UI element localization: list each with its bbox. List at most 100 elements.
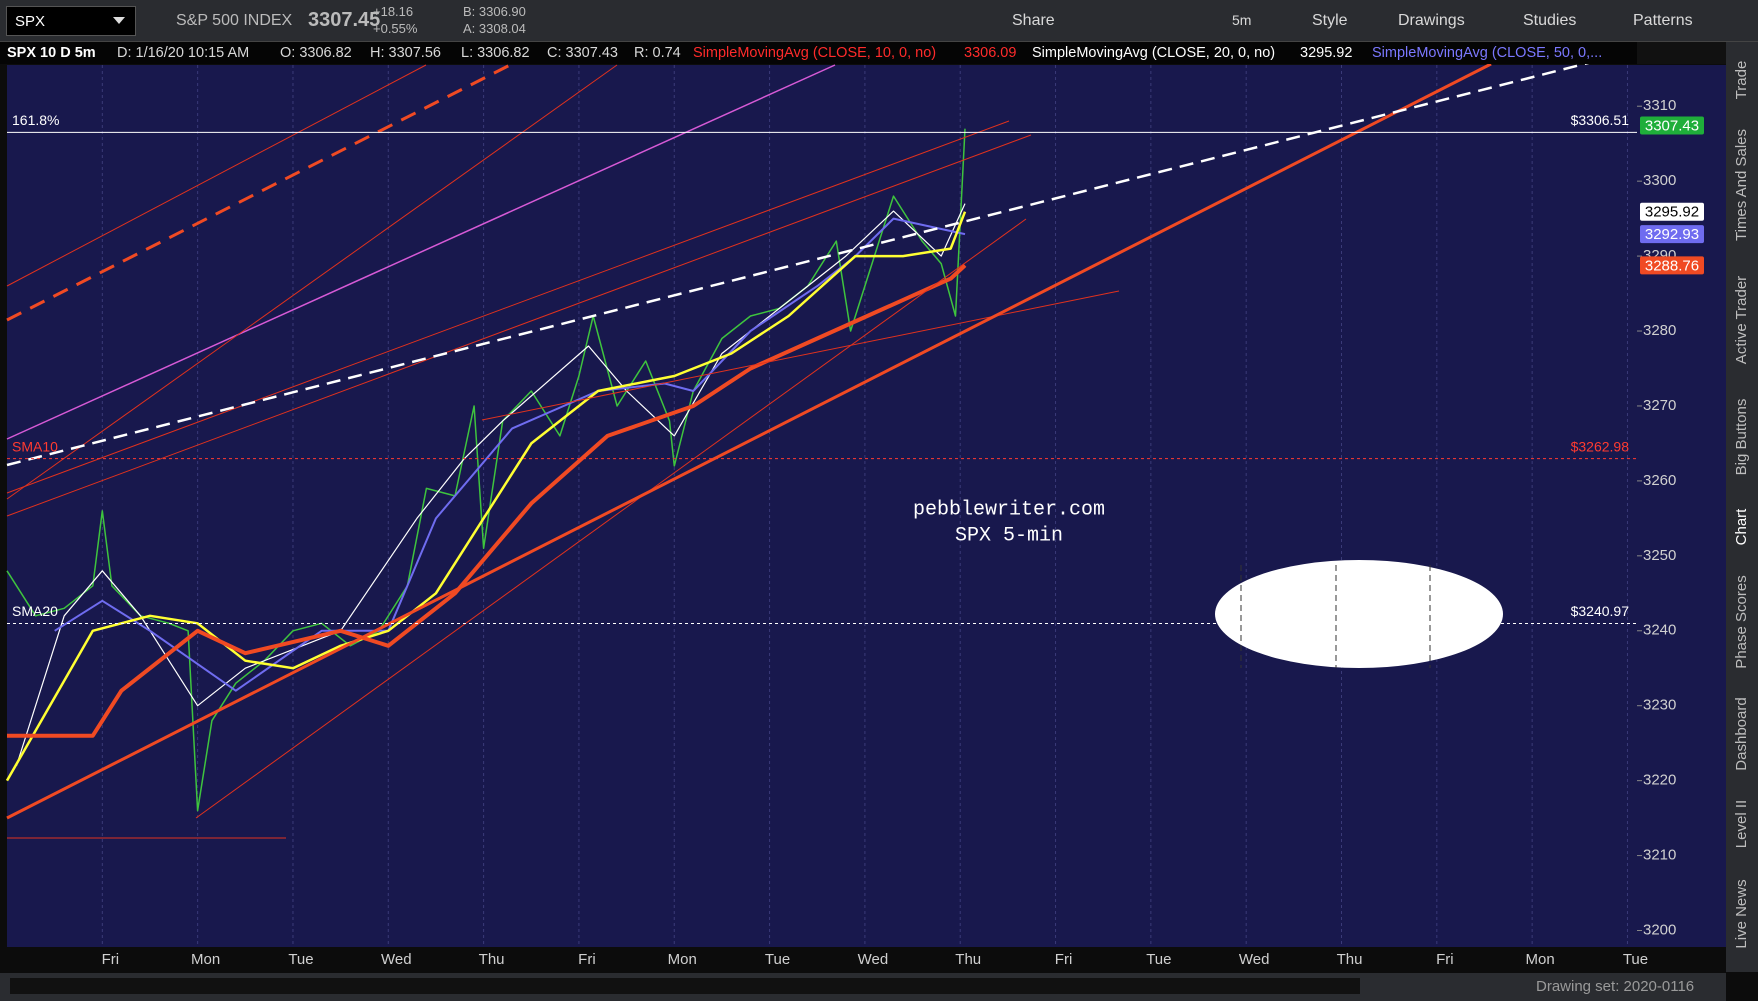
scroll-track — [10, 978, 1360, 994]
x-tick-label: Mon — [191, 951, 220, 968]
side-tab[interactable]: Trade — [1733, 61, 1750, 100]
level-label: $3262.98 — [1571, 438, 1630, 454]
x-tick-label: Fri — [1436, 951, 1454, 968]
price-marker — [1640, 256, 1704, 275]
info-item: O: 3306.82 — [280, 45, 352, 61]
y-tick-label: 3220 — [1643, 772, 1676, 789]
price-line — [7, 263, 967, 738]
price-marker — [1640, 225, 1704, 244]
info-item: C: 3307.43 — [547, 45, 618, 61]
style-button[interactable]: Style — [1312, 12, 1348, 29]
info-item: L: 3306.82 — [461, 45, 530, 61]
x-tick-label: Tue — [765, 951, 790, 968]
y-tick-label: 3210 — [1643, 847, 1676, 864]
level-label: $3240.97 — [1571, 603, 1630, 619]
share-button[interactable]: Share — [1012, 12, 1055, 29]
side-tab[interactable]: Phase Scores — [1733, 575, 1750, 668]
price-marker-label: 3307.43 — [1645, 117, 1699, 134]
trend-line — [6, 134, 1032, 517]
x-tick-label: Tue — [1146, 951, 1171, 968]
price-line — [54, 217, 966, 692]
side-tab[interactable]: Live News — [1733, 879, 1750, 948]
bid: B: 3306.90 — [463, 4, 526, 19]
trend-line — [6, 63, 511, 322]
trend-lines — [6, 60, 1593, 839]
y-tick-label: 3280 — [1643, 322, 1676, 339]
level-label: $3306.51 — [1571, 112, 1630, 128]
trend-line — [6, 60, 1593, 467]
trend-line — [481, 290, 1120, 421]
x-tick-label: Tue — [288, 951, 313, 968]
level-tag: SMA20 — [12, 603, 58, 619]
timeframe-button[interactable]: 5m — [1232, 12, 1252, 28]
info-item: 3306.09 — [964, 45, 1017, 61]
info-item: D: 1/16/20 10:15 AM — [117, 45, 250, 61]
price-marker — [1640, 202, 1704, 221]
price-line — [5, 211, 967, 782]
plot-area — [7, 65, 1637, 947]
y-tick-label: 3310 — [1643, 97, 1676, 114]
x-tick-label: Thu — [479, 951, 505, 968]
ask: A: 3308.04 — [463, 21, 526, 36]
price-marker-label: 3295.92 — [1645, 204, 1699, 221]
x-tick-label: Wed — [858, 951, 889, 968]
info-bar: SPX 10 D 5m D: 1/16/20 10:15 AM O: 3306.82… — [0, 42, 1637, 64]
y-tick-label: 3270 — [1643, 397, 1676, 414]
side-tab[interactable]: Dashboard — [1733, 697, 1750, 770]
x-tick-label: Wed — [1239, 951, 1270, 968]
x-tick-label: Fri — [1055, 951, 1073, 968]
watermark: SPX 5-min — [955, 524, 1063, 547]
side-tab[interactable]: Big Buttons — [1733, 399, 1750, 476]
info-item: SPX 10 D 5m — [7, 45, 96, 61]
trend-line — [195, 218, 1027, 819]
net-change: +18.16 — [373, 4, 414, 19]
highlight-ellipse — [1215, 560, 1503, 668]
trend-line — [6, 64, 427, 287]
y-tick-label: 3250 — [1643, 547, 1676, 564]
side-tab[interactable]: Level II — [1733, 800, 1750, 848]
price-marker — [1640, 116, 1704, 135]
side-tab[interactable]: Chart — [1733, 508, 1750, 546]
status-text: Drawing set: 2020-0116 — [1536, 978, 1694, 995]
y-tick-label: 3230 — [1643, 697, 1676, 714]
dropdown-arrow — [113, 17, 125, 24]
percent-change: +0.55% — [373, 21, 418, 36]
x-tick-label: Wed — [381, 951, 412, 968]
side-tab[interactable]: Times And Sales — [1733, 129, 1750, 241]
y-tick-label: 3260 — [1643, 472, 1676, 489]
trend-line — [6, 62, 1492, 820]
y-tick-label: 3300 — [1643, 172, 1676, 189]
info-item: SimpleMovingAvg (CLOSE, 20, 0, no) — [1032, 45, 1276, 61]
trend-line — [6, 64, 836, 440]
info-item: SimpleMovingAvg (CLOSE, 10, 0, no) — [693, 45, 937, 61]
last-price: 3307.45 — [308, 9, 381, 31]
x-tick-label: Fri — [578, 951, 596, 968]
x-tick-label: Fri — [102, 951, 120, 968]
price-marker-label: 3292.93 — [1645, 226, 1699, 243]
x-tick-label: Mon — [1526, 951, 1555, 968]
watermark: pebblewriter.com — [913, 498, 1105, 521]
price-line — [6, 128, 966, 812]
trend-line — [6, 120, 1010, 494]
price-marker-label: 3288.76 — [1645, 257, 1699, 274]
drawings-button[interactable]: Drawings — [1398, 12, 1465, 29]
studies-button[interactable]: Studies — [1523, 12, 1577, 29]
patterns-button[interactable]: Patterns — [1633, 12, 1693, 29]
symbol-box[interactable]: SPX — [6, 6, 136, 36]
info-item: SimpleMovingAvg (CLOSE, 50, 0,... — [1372, 45, 1603, 61]
trend-line — [6, 64, 618, 500]
y-tick-label: 3200 — [1643, 921, 1676, 938]
x-tick-label: Thu — [1337, 951, 1363, 968]
x-tick-label: Mon — [668, 951, 697, 968]
level-tag: 161.8% — [12, 112, 59, 128]
toolbar: SPX S&P 500 INDEX 3307.45 +18.16 +0.55% … — [0, 0, 1758, 42]
price-axis — [1637, 65, 1726, 947]
side-tab-strip — [1726, 42, 1758, 972]
side-tab[interactable]: Active Trader — [1733, 276, 1750, 364]
x-tick-label: Tue — [1623, 951, 1648, 968]
instrument-name: S&P 500 INDEX — [176, 12, 293, 29]
x-tick-label: Thu — [955, 951, 981, 968]
info-item: R: 0.74 — [634, 45, 681, 61]
